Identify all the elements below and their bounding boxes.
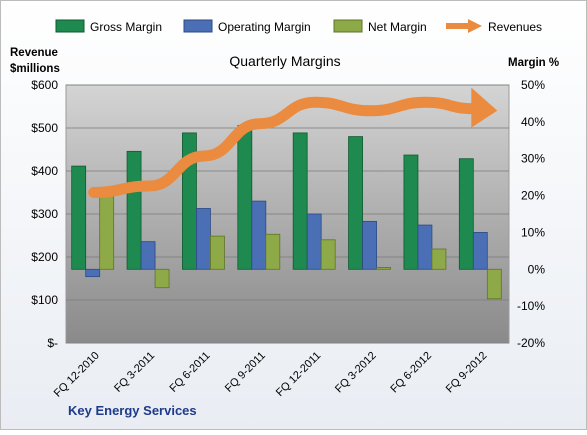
bar-operating-margin [417,224,433,270]
right-tick-label: -20% [517,336,545,350]
bar-operating-margin [472,232,488,270]
left-axis-label-line2: $millions [10,63,60,75]
bar-operating-margin [140,241,156,270]
bar-operating-margin [362,220,377,270]
left-tick-label: $400 [31,164,58,178]
left-tick-label: $200 [31,250,58,264]
bar-operating-margin [306,213,322,270]
right-tick-label: -10% [517,299,545,313]
bar-net-margin [265,233,281,270]
left-axis-ticks: $- $100 $200 $300 $400 $500 $600 [31,78,58,350]
legend-swatch-gross-margin [55,19,85,33]
bar-operating-margin [196,208,211,270]
left-tick-label: $600 [31,78,58,92]
legend-label-revenues: Revenues [488,20,542,34]
bar-net-margin [431,248,447,270]
left-tick-label: $300 [31,207,58,221]
legend-label-net-margin: Net Margin [368,20,427,34]
legend: Gross Margin Operating Margin Net Margin… [55,19,542,34]
right-axis-ticks: -20% -10% 0% 10% 20% 30% 40% 50% [517,78,545,350]
right-tick-label: 50% [521,78,545,92]
bar-net-margin [154,268,170,289]
bar-gross-margin [458,158,474,270]
right-tick-label: 40% [521,115,545,129]
bar-gross-margin [126,150,142,270]
legend-label-gross-margin: Gross Margin [90,20,162,34]
left-tick-label: $500 [31,121,58,135]
bar-operating-margin [85,268,101,278]
revenues-line [88,96,479,198]
right-tick-label: 30% [521,152,545,166]
bar-gross-margin [403,154,419,270]
right-tick-label: 10% [521,225,545,239]
legend-swatch-net-margin [333,19,363,33]
legend-label-operating-margin: Operating Margin [218,20,311,34]
bar-gross-margin [237,125,253,270]
left-axis-label-line1: Revenue [10,47,58,59]
right-axis-label: Margin % [508,57,559,69]
bar-gross-margin [292,132,308,270]
bar-net-margin [99,187,115,270]
company-name: Key Energy Services [68,403,197,418]
legend-swatch-revenues-arrowhead [468,19,482,33]
bar-operating-margin [251,200,267,270]
bar-net-margin [486,268,502,300]
legend-swatch-operating-margin [183,19,213,33]
bar-net-margin [376,267,391,270]
right-tick-label: 20% [521,189,545,203]
bar-gross-margin [348,136,363,270]
bar-net-margin [210,235,225,270]
left-tick-label: $- [47,336,58,350]
chart-title: Quarterly Margins [229,53,340,69]
revenues-arrowhead [471,87,498,128]
revenue-line [88,87,498,198]
bar-net-margin [320,239,336,270]
left-tick-label: $100 [31,293,58,307]
right-tick-label: 0% [528,262,546,276]
bar-gross-margin [71,165,87,270]
